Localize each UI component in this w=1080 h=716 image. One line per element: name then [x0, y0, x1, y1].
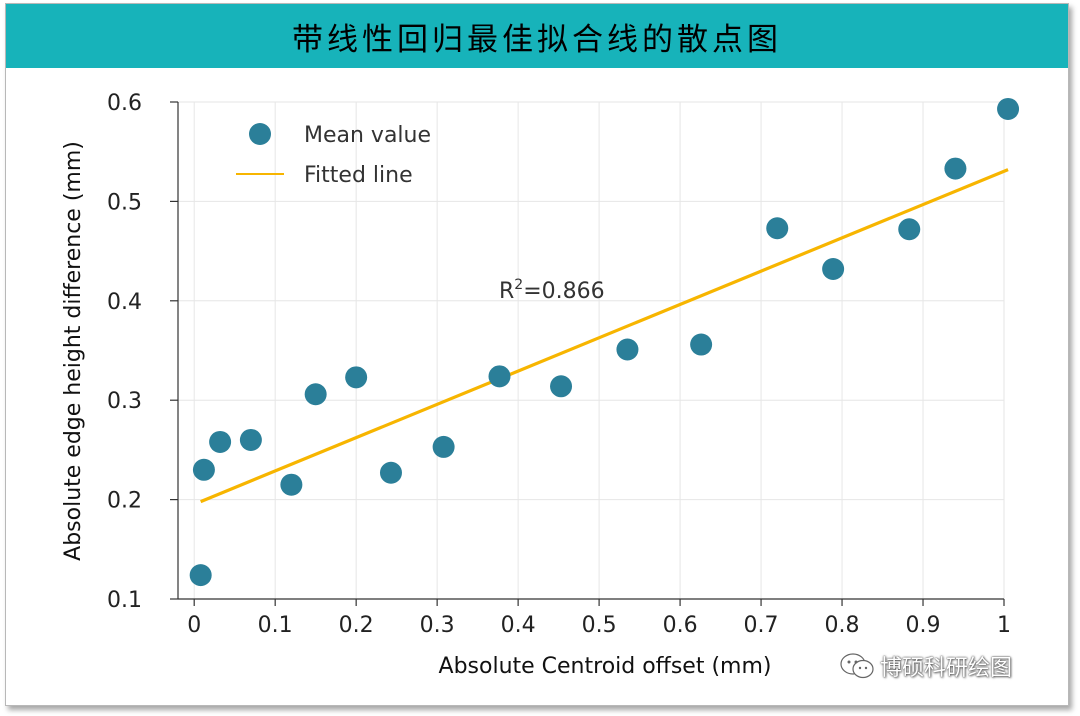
data-point — [690, 333, 713, 356]
y-tick-label: 0.4 — [107, 290, 142, 315]
x-tick-label: 0.3 — [420, 613, 455, 638]
data-point — [550, 375, 573, 398]
x-tick-label: 0.2 — [339, 613, 374, 638]
data-point — [379, 461, 402, 484]
legend-label-mean: Mean value — [304, 123, 431, 148]
r-squared-sup: 2 — [514, 277, 523, 293]
data-point — [616, 338, 639, 361]
data-point — [898, 218, 921, 241]
data-point — [189, 564, 212, 587]
r-squared-value: =0.866 — [523, 279, 604, 304]
watermark-text: 博硕科研绘图 — [880, 656, 1013, 681]
x-tick-label: 1 — [997, 613, 1011, 638]
data-point — [432, 435, 455, 458]
y-tick-label: 0.5 — [107, 190, 142, 215]
fitted-line — [200, 168, 1009, 504]
x-tick-label: 0 — [187, 613, 201, 638]
y-tick-label: 0.1 — [107, 588, 142, 613]
y-tick-label: 0.2 — [107, 489, 142, 514]
data-point — [822, 257, 845, 280]
fit-line-layer — [200, 168, 1009, 504]
points-layer — [189, 97, 1020, 587]
y-tick-label: 0.3 — [107, 389, 142, 414]
r-squared-base: R — [499, 279, 514, 304]
r-squared-annotation: R2=0.866 — [499, 277, 605, 304]
x-tick-label: 0.4 — [501, 613, 536, 638]
watermark: 博硕科研绘图 — [840, 650, 1012, 682]
y-tick-label: 0.6 — [107, 91, 142, 116]
x-tick-label: 0.8 — [825, 613, 860, 638]
data-point — [944, 157, 967, 180]
x-tick-label: 0.1 — [258, 613, 293, 638]
data-point — [345, 366, 368, 389]
legend: Mean value Fitted line — [236, 123, 431, 188]
legend-marker-mean — [249, 123, 271, 145]
data-point — [304, 383, 327, 406]
data-point — [766, 217, 789, 240]
labels-layer: 0 0.1 0.2 0.3 0.4 0.5 0.6 0.7 0.8 0.9 1 0.1 0.2 0.3 0.… — [107, 91, 1011, 638]
x-axis-label: Absolute Centroid offset (mm) — [439, 654, 772, 679]
data-point — [209, 430, 232, 453]
y-axis-label: Absolute edge height difference (mm) — [61, 141, 86, 561]
x-tick-label: 0.9 — [906, 613, 941, 638]
data-point — [280, 473, 303, 496]
data-point — [192, 458, 215, 481]
chart-frame: 带线性回归最佳拟合线的散点图 — [5, 3, 1069, 706]
grid — [178, 101, 1005, 600]
banner-title: 带线性回归最佳拟合线的散点图 — [292, 21, 782, 58]
title-banner: 带线性回归最佳拟合线的散点图 — [6, 4, 1068, 68]
legend-label-fit: Fitted line — [304, 163, 413, 188]
data-point — [488, 365, 511, 388]
axes — [170, 101, 1005, 606]
data-point — [997, 97, 1020, 120]
x-tick-label: 0.5 — [582, 613, 617, 638]
wechat-icon — [840, 653, 874, 679]
x-tick-label: 0.7 — [744, 613, 779, 638]
data-point — [239, 428, 262, 451]
x-tick-label: 0.6 — [663, 613, 698, 638]
